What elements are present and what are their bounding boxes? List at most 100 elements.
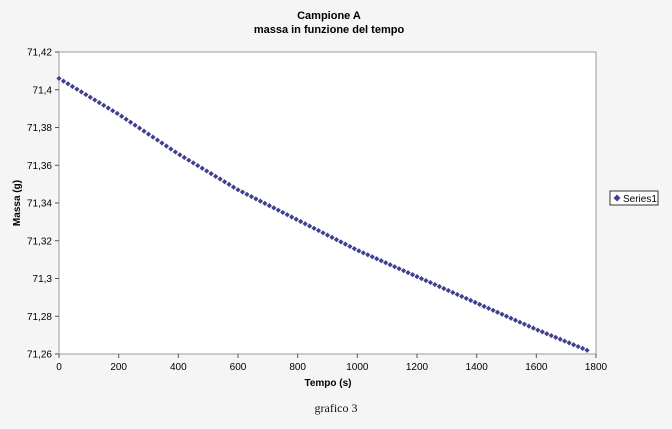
data-point bbox=[60, 78, 67, 84]
data-point bbox=[253, 196, 259, 202]
data-point bbox=[526, 323, 532, 329]
y-axis: 71,26 71,28 71,3 71,32 71,34 71,36 71,38 71,4 71… bbox=[27, 48, 59, 361]
data-point bbox=[481, 303, 487, 309]
data-point bbox=[56, 75, 62, 82]
data-point bbox=[329, 234, 335, 240]
data-point bbox=[356, 248, 362, 254]
data-point bbox=[208, 171, 214, 177]
data-point bbox=[145, 131, 152, 137]
data-point bbox=[315, 227, 322, 234]
data-point bbox=[579, 345, 586, 351]
x-tick-label: 800 bbox=[289, 362, 306, 373]
data-point bbox=[221, 179, 228, 185]
data-point bbox=[486, 305, 492, 311]
data-point bbox=[468, 297, 474, 303]
legend-series-label: Series1 bbox=[623, 194, 657, 205]
data-point bbox=[159, 140, 165, 146]
data-point bbox=[239, 189, 246, 195]
data-point bbox=[128, 119, 134, 125]
figure-caption: grafico 3 bbox=[314, 401, 358, 415]
x-tick-label: 600 bbox=[230, 362, 247, 373]
data-point bbox=[199, 165, 205, 171]
data-point bbox=[338, 239, 344, 245]
x-tick-label: 400 bbox=[170, 362, 187, 373]
data-point bbox=[74, 86, 80, 92]
data-point bbox=[374, 256, 380, 262]
data-point bbox=[119, 113, 125, 119]
y-tick-label: 71,4 bbox=[33, 85, 53, 96]
data-point bbox=[512, 317, 519, 323]
data-point bbox=[530, 325, 536, 331]
data-point bbox=[195, 162, 201, 169]
chart-subtitle: massa in funzione del tempo bbox=[254, 24, 405, 36]
data-point bbox=[365, 252, 371, 258]
series-layer bbox=[56, 75, 590, 353]
y-tick-label: 71,32 bbox=[27, 236, 52, 247]
data-point bbox=[262, 200, 268, 206]
data-point bbox=[423, 277, 429, 284]
x-axis-title: Tempo (s) bbox=[304, 378, 351, 389]
data-point bbox=[78, 89, 84, 95]
data-point bbox=[378, 258, 384, 264]
data-point bbox=[490, 307, 496, 313]
data-point bbox=[508, 315, 514, 321]
data-point bbox=[248, 193, 255, 200]
y-tick-label: 71,3 bbox=[33, 274, 53, 285]
data-point bbox=[105, 105, 111, 111]
data-point bbox=[445, 287, 451, 294]
x-tick-label: 200 bbox=[110, 362, 127, 373]
data-point bbox=[503, 313, 510, 319]
data-point bbox=[230, 184, 237, 190]
data-point bbox=[181, 154, 187, 161]
data-point bbox=[544, 331, 550, 337]
data-point bbox=[302, 221, 308, 227]
data-point bbox=[271, 205, 277, 211]
data-point bbox=[360, 250, 366, 256]
data-point bbox=[217, 176, 223, 182]
data-point bbox=[477, 301, 483, 307]
data-point bbox=[342, 241, 348, 247]
data-point bbox=[535, 327, 541, 333]
data-point bbox=[562, 338, 568, 344]
data-point bbox=[311, 225, 317, 231]
y-tick-label: 71,42 bbox=[27, 48, 52, 59]
data-point bbox=[405, 270, 411, 276]
data-point bbox=[472, 299, 478, 305]
x-tick-label: 1200 bbox=[406, 362, 429, 373]
data-point bbox=[69, 83, 76, 90]
x-tick-label: 0 bbox=[56, 362, 62, 373]
data-point bbox=[186, 157, 192, 163]
y-axis-title: Massa (g) bbox=[12, 180, 23, 226]
data-point bbox=[441, 285, 447, 292]
data-point bbox=[101, 102, 107, 108]
data-point bbox=[432, 281, 438, 288]
data-point bbox=[204, 168, 210, 174]
data-point bbox=[289, 214, 295, 220]
data-point bbox=[571, 342, 577, 348]
data-point bbox=[494, 309, 501, 315]
data-point bbox=[136, 125, 143, 131]
data-point bbox=[575, 343, 581, 350]
x-axis: 0 200 400 600 800 1000 1200 1400 1600 1800 bbox=[56, 354, 608, 373]
x-tick-label: 1600 bbox=[525, 362, 548, 373]
plot-area bbox=[58, 51, 597, 355]
data-point bbox=[280, 209, 286, 216]
data-point bbox=[369, 254, 375, 260]
data-point bbox=[454, 291, 460, 298]
data-point bbox=[396, 266, 402, 272]
data-point bbox=[320, 230, 326, 236]
data-point bbox=[387, 262, 393, 268]
data-point bbox=[123, 116, 129, 122]
data-point bbox=[307, 223, 313, 229]
data-point bbox=[298, 218, 304, 225]
data-point bbox=[110, 108, 116, 114]
data-point bbox=[226, 181, 232, 188]
data-point bbox=[436, 283, 442, 290]
data-point bbox=[539, 329, 545, 335]
y-tick-label: 71,36 bbox=[27, 161, 52, 172]
data-point bbox=[150, 134, 156, 140]
data-point bbox=[521, 321, 527, 327]
data-point bbox=[190, 160, 196, 166]
data-point bbox=[284, 212, 290, 218]
